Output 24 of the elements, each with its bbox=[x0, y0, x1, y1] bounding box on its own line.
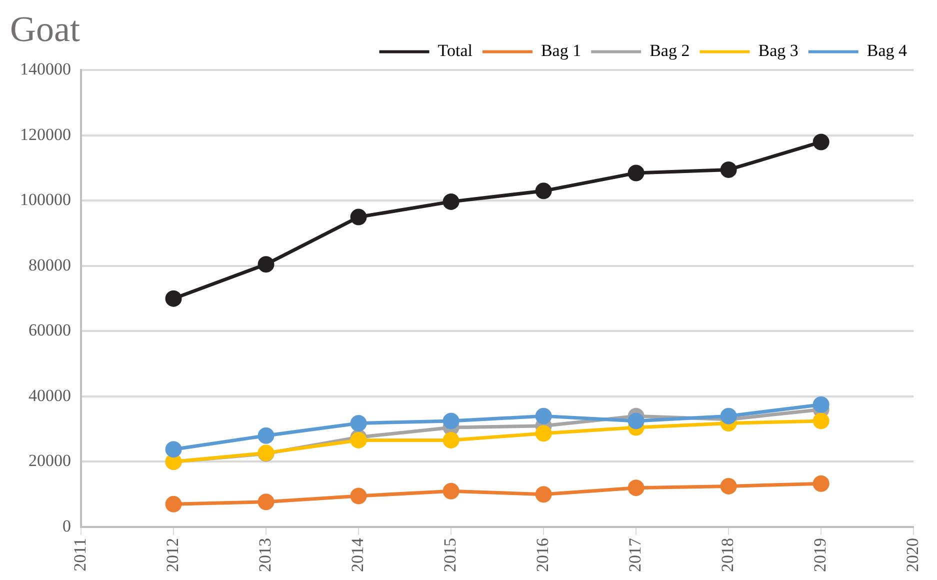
y-tick-label: 100000 bbox=[20, 190, 71, 210]
x-tick-label: 2018 bbox=[718, 538, 738, 572]
y-tick-label: 120000 bbox=[20, 124, 71, 144]
x-tick-label: 2015 bbox=[440, 538, 460, 572]
y-tick-label: 60000 bbox=[28, 320, 71, 340]
x-tick-label: 2011 bbox=[70, 538, 90, 572]
y-tick-label: 0 bbox=[62, 516, 71, 536]
x-tick-label: 2020 bbox=[903, 538, 922, 572]
x-tick-label: 2014 bbox=[348, 538, 367, 572]
x-tick-label: 2013 bbox=[255, 538, 274, 572]
x-tick-label: 2012 bbox=[162, 538, 182, 572]
legend-label: Bag 3 bbox=[758, 41, 798, 60]
x-tick-label: 2019 bbox=[810, 538, 830, 572]
y-tick-label: 80000 bbox=[28, 255, 71, 274]
legend-label: Bag 4 bbox=[866, 41, 908, 60]
chart-title: Goat bbox=[10, 9, 80, 50]
x-tick-label: 2016 bbox=[533, 538, 552, 572]
y-tick-label: 40000 bbox=[28, 386, 71, 405]
y-tick-label: 140000 bbox=[20, 60, 71, 79]
x-tick-label: 2017 bbox=[626, 538, 645, 572]
legend-label: Bag 1 bbox=[540, 41, 582, 60]
y-tick-label: 20000 bbox=[28, 451, 71, 470]
legend-label: Bag 2 bbox=[650, 41, 690, 60]
legend-label: Total bbox=[438, 41, 473, 60]
